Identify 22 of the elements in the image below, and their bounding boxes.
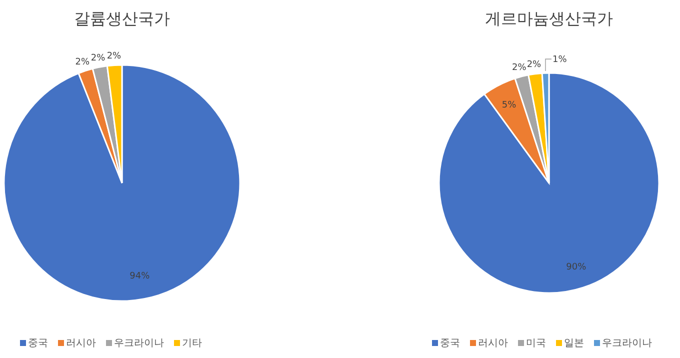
- legend-label: 기타: [182, 338, 202, 349]
- chart-title: 갈륨생산국가: [74, 9, 170, 28]
- legend-label: 중국: [28, 338, 48, 349]
- data-label: 2%: [512, 62, 527, 73]
- data-label: 2%: [526, 60, 542, 70]
- data-label: 1%: [552, 55, 568, 66]
- chart-title: 게르마늄생산국가: [485, 9, 613, 28]
- pie-slice: [438, 72, 660, 294]
- legend-label: 우크라이나: [114, 338, 164, 349]
- data-label: 90%: [566, 262, 587, 273]
- legend-label: 미국: [526, 338, 546, 349]
- data-label: 2%: [90, 53, 106, 64]
- legend-label: 러시아: [66, 338, 96, 349]
- pie-slice: [3, 64, 241, 302]
- legend-label: 일본: [564, 338, 584, 349]
- data-label: 5%: [502, 100, 517, 111]
- legend-label: 중국: [440, 338, 460, 349]
- data-label: 2%: [106, 51, 122, 62]
- data-label: 94%: [130, 272, 150, 282]
- legend-label: 우크라이나: [602, 338, 652, 349]
- data-label: 2%: [75, 57, 90, 68]
- legend-label: 러시아: [478, 338, 508, 349]
